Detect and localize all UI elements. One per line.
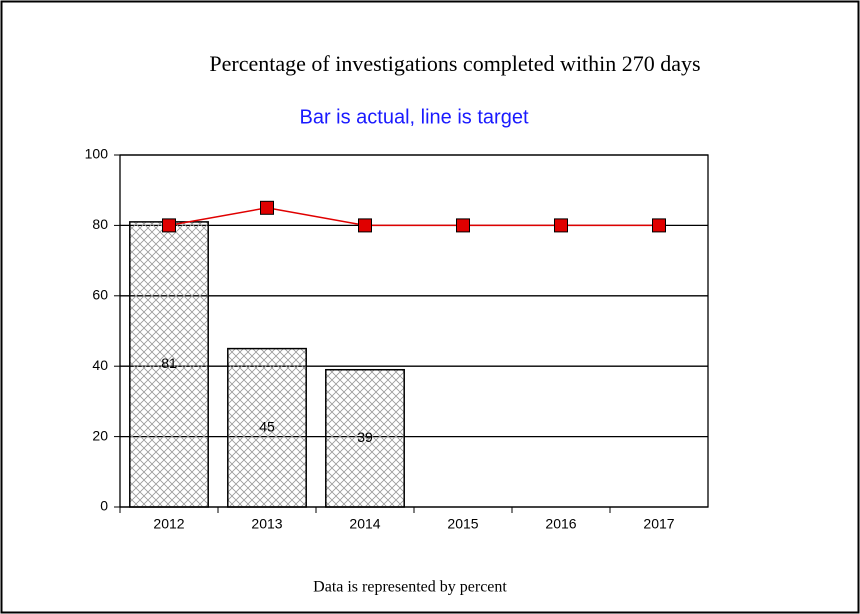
- target-marker: [162, 218, 176, 233]
- bar: [325, 368, 405, 508]
- chart-title: Percentage of investigations completed w…: [209, 51, 700, 76]
- x-tick-label: 2013: [251, 516, 282, 532]
- y-tick-label: 20: [92, 427, 108, 443]
- chart-subtitle: Bar is actual, line is target: [300, 106, 529, 128]
- data-label: 39: [357, 429, 373, 445]
- x-tick-label: 2016: [545, 516, 576, 532]
- target-marker: [554, 218, 568, 233]
- plot-border: [119, 154, 709, 508]
- target-line: [168, 207, 659, 227]
- target-marker: [652, 218, 666, 233]
- data-label: 81: [161, 355, 177, 371]
- data-label: 45: [259, 419, 275, 435]
- y-tick-label: 40: [92, 357, 108, 373]
- x-tick-label: 2015: [447, 516, 478, 532]
- x-tick-label: 2017: [643, 516, 674, 532]
- x-tick-label: 2014: [349, 516, 380, 532]
- y-tick-label: 0: [100, 498, 108, 514]
- target-marker: [456, 218, 470, 233]
- bar: [129, 221, 209, 508]
- target-marker: [260, 200, 274, 215]
- bar: [227, 347, 307, 508]
- y-tick-label: 60: [92, 287, 108, 303]
- plot-area: [120, 155, 708, 507]
- y-tick-label: 80: [92, 216, 108, 232]
- x-tick-label: 2012: [153, 516, 184, 532]
- target-marker: [358, 218, 372, 233]
- footnote: Data is represented by percent: [313, 579, 507, 596]
- y-tick-label: 100: [85, 146, 109, 162]
